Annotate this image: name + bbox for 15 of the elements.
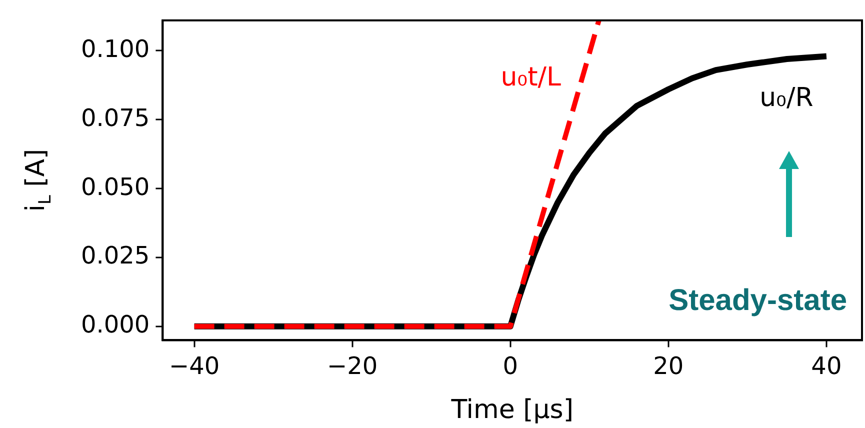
x-tick-label: −40 — [168, 352, 220, 380]
y-tick-label: 0.050 — [80, 172, 150, 201]
y-axis-title: iL [A] — [21, 148, 54, 212]
x-tick-label: 20 — [653, 352, 684, 380]
x-axis-title: Time [μs] — [450, 395, 574, 425]
x-tick-label: −20 — [327, 352, 378, 380]
series-label: u₀t/L — [500, 62, 562, 92]
y-tick-label: 0.075 — [80, 104, 150, 132]
x-tick-label: 0 — [502, 352, 518, 380]
x-tick-label: 40 — [811, 352, 842, 380]
series-label: u₀/R — [760, 83, 814, 114]
y-tick-label: 0.100 — [80, 34, 150, 63]
y-tick-label: 0.025 — [80, 242, 150, 270]
y-tick-label: 0.000 — [80, 310, 150, 339]
annotation: Steady-state — [668, 284, 847, 318]
